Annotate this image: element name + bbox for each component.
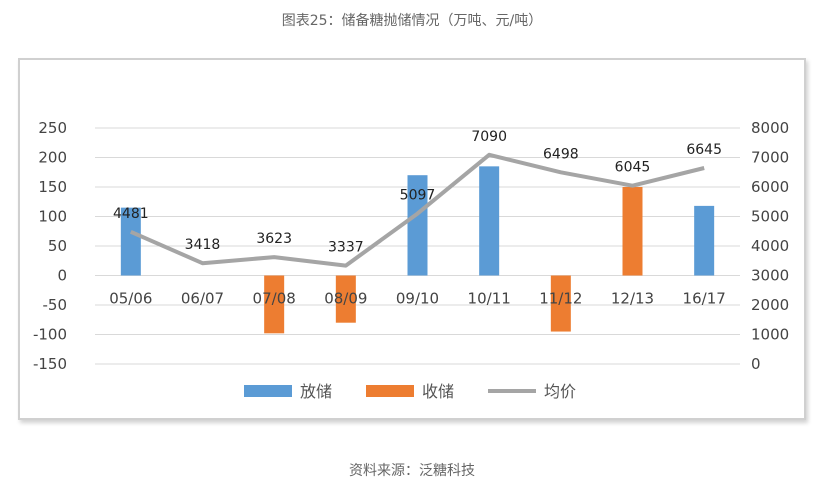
price-data-label: 3337 — [328, 240, 364, 256]
category-label: 09/10 — [396, 290, 439, 308]
right-tick-label: 0 — [751, 355, 761, 373]
category-label: 16/17 — [683, 290, 726, 308]
right-tick-label: 3000 — [751, 267, 789, 285]
price-line — [129, 152, 705, 268]
source-note: 资料来源：泛糖科技 — [349, 463, 475, 479]
price-data-label: 6498 — [543, 146, 579, 162]
right-tick-label: 5000 — [751, 208, 789, 226]
bar-放储 — [120, 207, 141, 276]
chart-caption: 图表25：储备糖抛储情况（万吨、元/吨） — [281, 13, 543, 29]
line-均价 — [129, 152, 705, 268]
left-tick-label: 0 — [57, 267, 67, 285]
category-label: 10/11 — [468, 290, 511, 308]
price-data-label: 3418 — [185, 237, 221, 253]
category-label: 06/07 — [181, 290, 224, 308]
bar-放储 — [694, 205, 715, 276]
chart-frame: 250 200 150 100 50 0 -50 -100 -150 8000 7000 6000 5… — [18, 58, 806, 420]
bar-收储 — [335, 275, 356, 323]
price-data-label: 4481 — [113, 206, 149, 222]
left-tick-label: -150 — [33, 355, 67, 373]
legend-label: 收储 — [422, 382, 454, 401]
category-label: 11/12 — [539, 290, 582, 308]
category-labels: 05/06 06/07 07/08 08/09 09/10 10/11 11/12 12/13… — [109, 290, 726, 308]
right-tick-label: 4000 — [751, 237, 789, 255]
category-label: 08/09 — [324, 290, 367, 308]
left-tick-label: 250 — [38, 119, 67, 137]
price-data-label: 5097 — [400, 188, 436, 204]
category-label: 07/08 — [253, 290, 296, 308]
right-tick-label: 7000 — [751, 149, 789, 167]
bar-放储 — [479, 166, 500, 276]
left-axis-ticks: 250 200 150 100 50 0 -50 -100 -150 — [33, 119, 67, 373]
left-tick-label: -100 — [33, 326, 67, 344]
right-axis-ticks: 8000 7000 6000 5000 4000 3000 2000 1000 0 — [751, 119, 789, 373]
legend-label: 均价 — [544, 382, 576, 401]
left-tick-label: -50 — [43, 296, 68, 314]
legend-swatch-收储 — [366, 385, 414, 397]
price-data-label: 3623 — [256, 231, 292, 247]
price-data-label: 7090 — [471, 129, 507, 145]
category-label: 05/06 — [109, 290, 152, 308]
category-label: 12/13 — [611, 290, 654, 308]
right-tick-label: 1000 — [751, 326, 789, 344]
price-data-label: 6045 — [615, 160, 651, 176]
left-tick-label: 50 — [48, 237, 67, 255]
data-labels: 4481 3418 3623 3337 5097 7090 6498 6045 6645 — [113, 129, 722, 256]
bar-放储 — [407, 175, 428, 276]
bar-收储 — [622, 187, 643, 276]
price-data-label: 6645 — [686, 142, 722, 158]
chart-svg: 250 200 150 100 50 0 -50 -100 -150 8000 7000 6000 5… — [33, 119, 789, 401]
legend: 放储 收储 均价 — [244, 382, 576, 401]
right-tick-label: 6000 — [751, 178, 789, 196]
bar-收储 — [264, 275, 285, 334]
legend-label: 放储 — [300, 382, 332, 401]
left-tick-label: 150 — [38, 178, 67, 196]
left-tick-label: 200 — [38, 149, 67, 167]
legend-swatch-放储 — [244, 385, 292, 397]
bar-收储 — [550, 275, 571, 332]
left-tick-label: 100 — [38, 208, 67, 226]
bars — [120, 166, 715, 334]
right-tick-label: 8000 — [751, 119, 789, 137]
right-tick-label: 2000 — [751, 296, 789, 314]
